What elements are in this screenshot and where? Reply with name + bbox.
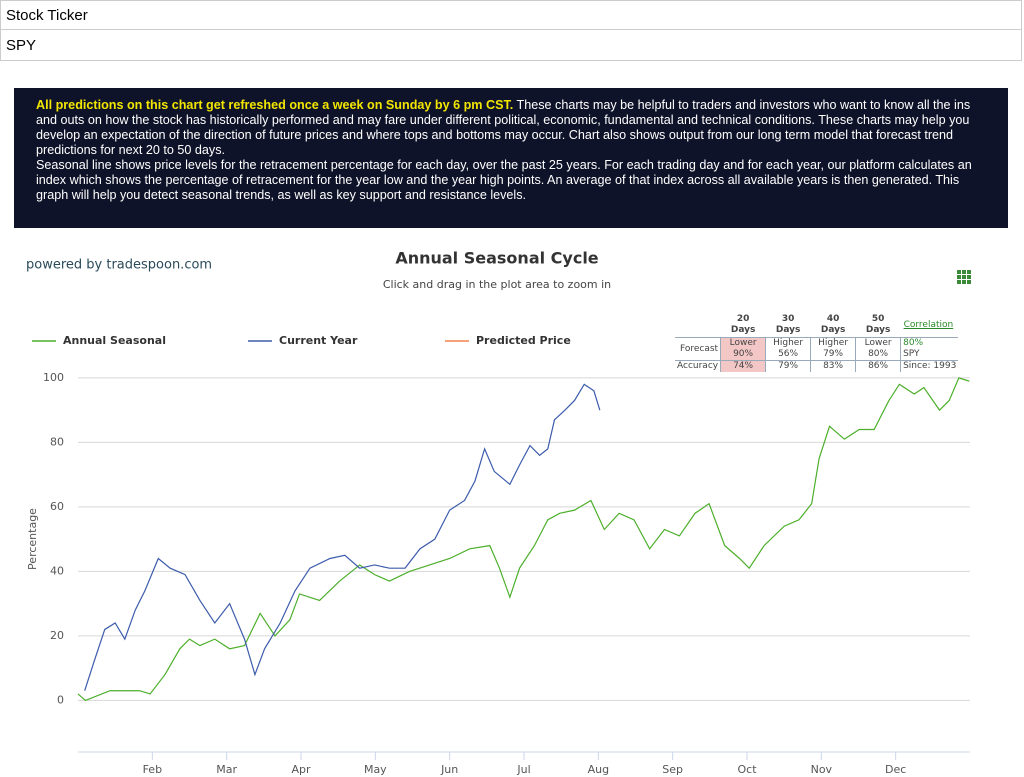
y-tick-label: 60	[50, 500, 64, 513]
series-line	[77, 377, 970, 702]
ticker-label: Stock Ticker	[0, 0, 1022, 30]
forecast-cell: Lower 80%	[855, 337, 902, 361]
correlation: 80% SPY	[901, 338, 959, 361]
legend-label: Predicted Price	[476, 334, 571, 347]
percent: 79%	[823, 349, 844, 359]
y-tick-label: 0	[57, 693, 64, 706]
correlation-link[interactable]: Correlation	[900, 313, 959, 338]
chart-subtitle: Click and drag in the plot area to zoom …	[383, 278, 611, 291]
x-tick-label: Feb	[143, 763, 162, 776]
series-line	[84, 383, 601, 691]
info-banner: All predictions on this chart get refres…	[14, 88, 1008, 228]
correlation-value: 80%	[903, 338, 924, 348]
x-tick-label: Sep	[662, 763, 683, 776]
legend-label: Annual Seasonal	[63, 334, 166, 347]
col-header: 30 Days	[765, 313, 811, 338]
x-tick-label: Jul	[516, 763, 530, 776]
x-tick-label: Oct	[737, 763, 757, 776]
x-tick-label: May	[364, 763, 387, 776]
legend-label: Current Year	[279, 334, 358, 347]
x-tick-label: Nov	[811, 763, 833, 776]
powered-by: powered by tradespoon.com	[26, 258, 212, 273]
chart: powered by tradespoon.com Annual Seasona…	[26, 249, 971, 776]
symbol: SPY	[903, 349, 920, 359]
direction: Lower	[729, 338, 757, 348]
percent: 80%	[868, 349, 889, 359]
menu-icon[interactable]	[957, 270, 971, 284]
col-header: 40 Days	[810, 313, 856, 338]
row-label: Accuracy	[677, 361, 719, 371]
y-tick-label: 80	[50, 435, 64, 448]
y-tick-label: 40	[50, 564, 64, 577]
y-axis-label: Percentage	[26, 508, 39, 570]
direction: Higher	[818, 338, 849, 348]
banner-highlight: All predictions on this chart get refres…	[36, 98, 514, 112]
percent: 56%	[778, 349, 799, 359]
chart-title: Annual Seasonal Cycle	[395, 249, 598, 268]
col-header: 20 Days	[720, 313, 766, 338]
y-tick-label: 100	[43, 371, 64, 384]
since: Since: 1993	[903, 361, 957, 371]
y-tick-label: 20	[50, 629, 64, 642]
x-tick-label: Aug	[588, 763, 609, 776]
x-tick-label: Mar	[216, 763, 237, 776]
forecast-table: 20 Days 30 Days 40 Days 50 Days Correlation …	[675, 313, 959, 372]
forecast-cell: Lower 90%	[720, 337, 767, 361]
col-header: 50 Days	[855, 313, 901, 338]
row-label: Forecast	[680, 343, 719, 354]
banner-text: These charts may be helpful to traders a…	[36, 98, 971, 157]
x-tick-label: Dec	[885, 763, 906, 776]
ticker-input[interactable]: SPY	[0, 29, 1022, 61]
x-tick-label: Apr	[291, 763, 311, 776]
direction: Higher	[773, 338, 804, 348]
direction: Lower	[864, 338, 892, 348]
percent: 90%	[733, 349, 754, 359]
accuracy-cell: 86%	[855, 360, 902, 372]
banner-text-2: Seasonal line shows price levels for the…	[36, 158, 972, 202]
x-tick-label: Jun	[440, 763, 458, 776]
